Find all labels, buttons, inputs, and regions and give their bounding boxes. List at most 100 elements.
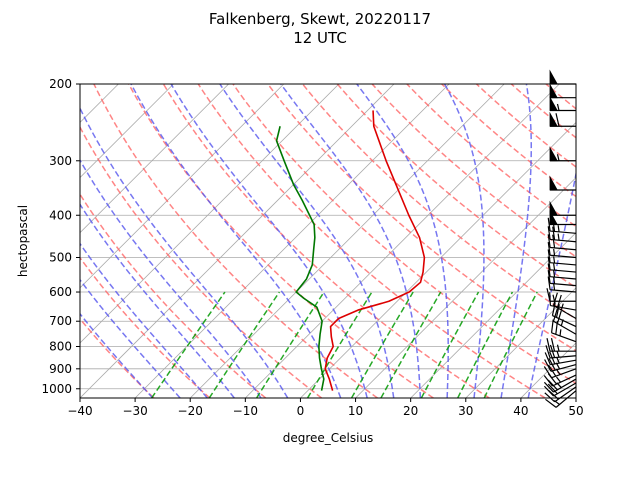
isotherm-line	[355, 176, 576, 398]
wind-barb	[547, 241, 577, 259]
wind-barb-staff	[547, 241, 577, 259]
sounding-profiles	[275, 110, 426, 391]
dry-adiabat-line	[267, 84, 576, 352]
isotherm-line	[189, 84, 505, 398]
wind-barb-staff	[545, 344, 577, 359]
mixing-ratio-line	[380, 291, 442, 398]
wind-barb-staff	[547, 226, 577, 243]
wind-barb-staff	[547, 270, 577, 287]
wind-barb	[547, 263, 577, 280]
moist-adiabat-line	[80, 312, 154, 398]
wind-barb-staff	[552, 308, 577, 335]
moist-adiabat-line	[130, 84, 342, 398]
chart-title: Falkenberg, Skewt, 20220117	[209, 10, 431, 28]
y-tick-label: 600	[49, 285, 72, 299]
isotherm-line	[80, 84, 229, 234]
skewed-isotherm-grid	[0, 84, 640, 398]
wind-barb	[544, 358, 577, 372]
wind-barb	[543, 382, 577, 397]
wind-barb-staff	[547, 263, 577, 280]
plot-frame	[79, 83, 577, 399]
x-tick-label: 10	[348, 404, 363, 418]
wind-barb-staff	[552, 292, 577, 320]
y-tick-label: 200	[49, 77, 72, 91]
moist-adiabat-line	[80, 242, 208, 398]
x-tick-label: 0	[297, 404, 305, 418]
moist-adiabat-line	[356, 84, 449, 398]
wind-barb-staff	[544, 351, 577, 366]
wind-barb-flag	[549, 111, 558, 127]
wind-barb	[547, 217, 577, 234]
mixing-ratio-line	[151, 291, 226, 398]
wind-barb	[544, 351, 577, 366]
x-tick-label: 40	[513, 404, 528, 418]
mixing-ratio-line	[350, 291, 414, 398]
y-axis-ticks: 1000 900 800 700 600 500 400 300 200	[41, 77, 80, 396]
wind-barbs	[543, 69, 577, 408]
wind-barb	[547, 276, 577, 293]
wind-barb	[550, 319, 577, 343]
wind-barb	[547, 226, 577, 243]
moist-adiabat-line	[500, 84, 533, 398]
dry-adiabat-line	[581, 84, 640, 398]
wind-barb-flag	[549, 69, 558, 85]
chart-subtitle: 12 UTC	[293, 29, 347, 47]
x-tick-label: 50	[568, 404, 583, 418]
y-tick-label: 800	[49, 340, 72, 354]
y-tick-label: 900	[49, 362, 72, 376]
wind-barb-flag	[549, 95, 558, 111]
isotherm-line	[0, 84, 8, 398]
wind-barb	[547, 249, 577, 266]
moist-adiabat-line	[80, 203, 235, 398]
mixing-ratio-line	[255, 291, 325, 398]
mixing-ratio-lines	[151, 291, 538, 398]
wind-barb-staff	[547, 276, 577, 293]
wind-barb-staff	[550, 319, 577, 343]
y-tick-label: 700	[49, 314, 72, 328]
wind-barb	[552, 292, 577, 320]
dry-adiabat-line	[80, 256, 211, 398]
x-tick-label: −30	[122, 404, 147, 418]
isotherm-line	[80, 84, 340, 344]
wind-barb-staff	[543, 378, 577, 393]
isotherm-line	[520, 342, 576, 398]
wind-barb-staff	[547, 249, 577, 266]
moist-adiabat-line	[280, 84, 422, 398]
dry-adiabat-line	[371, 84, 576, 258]
x-tick-label: −10	[233, 404, 258, 418]
dry-adiabat-line	[336, 84, 576, 289]
wind-barb	[543, 373, 577, 387]
x-tick-label: −20	[178, 404, 203, 418]
wind-barb-staff	[546, 338, 576, 352]
moist-adiabat-line	[527, 170, 576, 398]
wind-barb	[547, 270, 577, 287]
dry-adiabat-line	[80, 125, 323, 398]
isotherm-line	[631, 84, 640, 398]
wind-barb-staff	[547, 256, 577, 273]
wind-barb	[547, 234, 577, 251]
wind-barb-staff	[543, 382, 577, 397]
wind-barb	[549, 83, 576, 99]
dry-adiabat-line	[197, 84, 546, 398]
wind-barb	[552, 308, 577, 335]
wind-barb	[543, 364, 577, 379]
moist-adiabat-line	[170, 84, 368, 398]
wind-barb-flag	[549, 175, 558, 191]
temperature-profile-line	[324, 110, 426, 391]
dry-adiabat-line	[301, 84, 576, 320]
x-axis-label: degree_Celsius	[283, 431, 374, 445]
wind-barb	[543, 378, 577, 393]
wind-barb-staff	[547, 234, 577, 251]
dry-adiabat-line	[232, 84, 576, 385]
dewpoint-profile-line	[275, 126, 325, 391]
moist-adiabat-line	[80, 158, 262, 398]
wind-barb-flag	[549, 83, 558, 99]
dry-adiabat-line	[128, 84, 434, 398]
wind-barb-staff	[544, 358, 577, 372]
wind-barb-staff	[543, 364, 577, 379]
isotherm-line	[245, 84, 560, 398]
wind-barb-flag	[549, 146, 558, 162]
wind-barb	[549, 175, 576, 191]
moist-adiabats	[80, 84, 576, 398]
